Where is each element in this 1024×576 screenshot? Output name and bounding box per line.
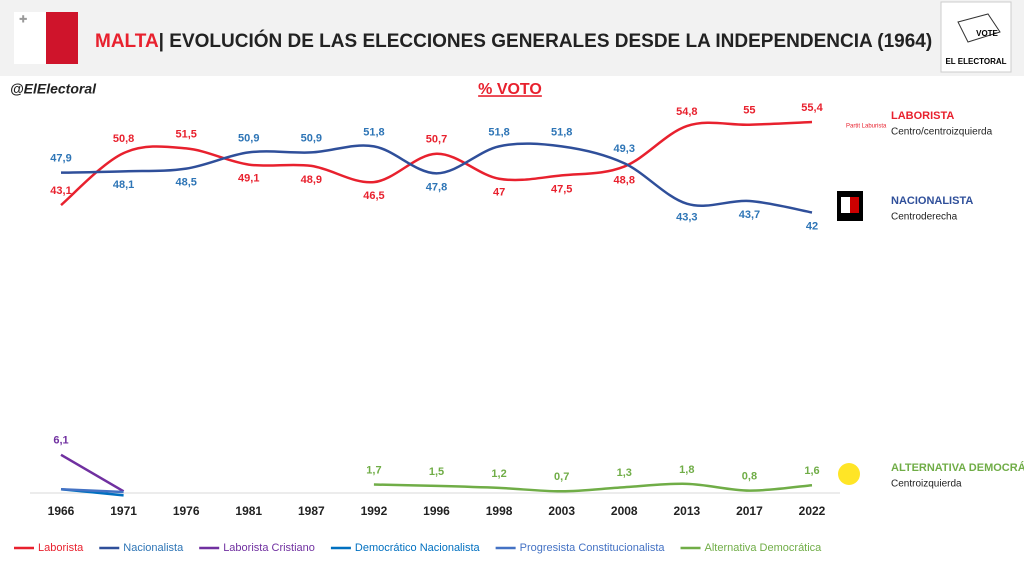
- data-label: 50,9: [301, 132, 322, 144]
- x-tick-label: 1966: [48, 504, 75, 518]
- annotation-name: LABORISTA: [891, 110, 954, 122]
- annotation-name: ALTERNATIVA DEMOCRÁTICA: [891, 461, 1024, 474]
- x-tick-label: 2017: [736, 504, 763, 518]
- x-tick-label: 1992: [361, 504, 388, 518]
- series-line: [60, 142, 813, 214]
- series-line: [60, 120, 813, 207]
- data-label: 0,7: [554, 471, 569, 483]
- title: | EVOLUCIÓN DE LAS ELECCIONES GENERALES …: [159, 30, 933, 52]
- legend-label: Laborista: [38, 542, 84, 554]
- data-label: 43,7: [739, 209, 760, 221]
- x-tick-label: 1971: [110, 504, 137, 518]
- x-tick-label: 2003: [548, 504, 575, 518]
- data-label: 43,3: [676, 212, 697, 224]
- annotation-desc: Centro/centroizquierda: [891, 127, 993, 138]
- legend-label: Laborista Cristiano: [223, 542, 315, 554]
- logo-name: EL ELECTORAL: [945, 57, 1006, 66]
- annotation-desc: Centroizquierda: [891, 479, 962, 490]
- data-label: 50,7: [426, 134, 447, 146]
- flag-cross: ✚: [19, 15, 27, 26]
- data-label: 49,3: [614, 143, 635, 155]
- data-label: 49,1: [238, 172, 259, 184]
- legend-label: Alternativa Democrática: [705, 542, 823, 554]
- data-label: 55,4: [801, 102, 823, 114]
- handle: @ElElectoral: [10, 81, 97, 97]
- data-label: 47,9: [50, 153, 71, 165]
- logo-box: [940, 1, 1012, 73]
- data-label: 51,8: [551, 126, 572, 138]
- data-label: 50,9: [238, 132, 259, 144]
- logo-vote: VOTE: [976, 29, 998, 38]
- flag-white: [14, 12, 46, 64]
- x-tick-label: 2022: [799, 504, 826, 518]
- x-tick-label: 1987: [298, 504, 325, 518]
- data-label: 1,2: [491, 468, 506, 480]
- logo-ballot-box: [957, 13, 1001, 43]
- data-label: 47,5: [551, 183, 572, 195]
- series-line: [60, 453, 125, 493]
- data-label: 51,5: [175, 128, 196, 140]
- x-tick-label: 2013: [673, 504, 700, 518]
- annotation-logo: Partit Laburista: [846, 124, 887, 130]
- data-label: 43,1: [50, 185, 71, 197]
- x-tick-label: 1998: [486, 504, 513, 518]
- flag-red: [46, 12, 78, 64]
- data-label: 6,1: [53, 435, 68, 447]
- data-label: 47: [493, 187, 505, 199]
- x-tick-label: 1981: [235, 504, 262, 518]
- pn-logo-white: [841, 197, 850, 213]
- legend-label: Democrático Nacionalista: [355, 542, 481, 554]
- data-label: 1,7: [366, 464, 381, 476]
- data-label: 1,6: [804, 465, 819, 477]
- data-label: 47,8: [426, 181, 447, 193]
- subtitle: % VOTO: [478, 81, 542, 98]
- data-label: 1,5: [429, 466, 444, 478]
- x-tick-label: 1996: [423, 504, 450, 518]
- data-label: 54,8: [676, 106, 697, 118]
- annotation-desc: Centroderecha: [891, 212, 958, 223]
- data-label: 48,9: [301, 174, 322, 186]
- data-label: 46,5: [363, 190, 384, 202]
- data-label: 48,8: [614, 175, 635, 187]
- data-label: 1,8: [679, 464, 694, 476]
- annotation-name: NACIONALISTA: [891, 195, 973, 207]
- series-line: [60, 488, 124, 494]
- data-label: 1,3: [617, 467, 632, 479]
- data-label: 55: [743, 105, 755, 117]
- data-label: 42: [806, 220, 818, 232]
- ad-logo: [838, 463, 860, 485]
- legend-label: Nacionalista: [123, 542, 184, 554]
- legend-label: Progresista Constitucionalista: [520, 542, 666, 554]
- x-tick-label: 1976: [173, 504, 200, 518]
- data-label: 0,8: [742, 471, 757, 483]
- header-band: [0, 0, 1024, 76]
- data-label: 51,8: [363, 126, 384, 138]
- data-label: 51,8: [488, 126, 509, 138]
- x-tick-label: 2008: [611, 504, 638, 518]
- series-line: [373, 482, 813, 493]
- data-label: 48,1: [113, 179, 134, 191]
- data-label: 48,5: [175, 177, 196, 189]
- pn-logo-red: [850, 197, 859, 213]
- data-label: 50,8: [113, 133, 134, 145]
- country: MALTA: [95, 31, 159, 52]
- header-title: MALTA| EVOLUCIÓN DE LAS ELECCIONES GENER…: [95, 30, 932, 52]
